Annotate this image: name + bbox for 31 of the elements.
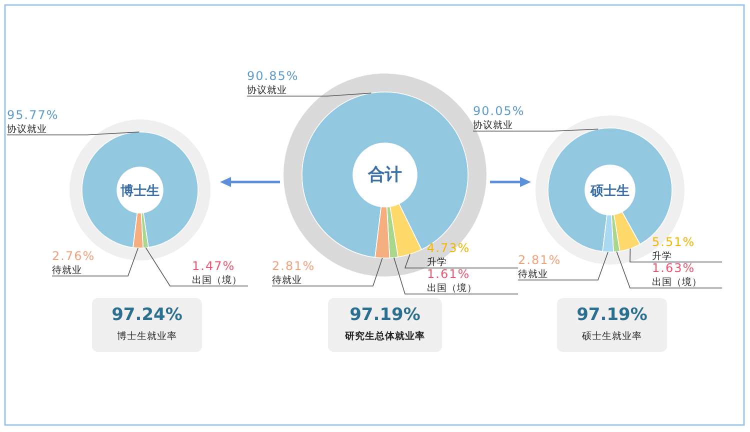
slice-label: 待就业 [518,268,548,280]
data-label: 2.81% [518,253,562,267]
data-label: 90.05% [473,104,525,118]
text: 97.24% [112,305,182,325]
data-label: 2.76% [52,249,96,263]
slice-label: 协议就业 [473,119,513,132]
slice-label: 出国（境） [192,274,242,286]
slice-label: 协议就业 [247,84,287,96]
data-label: 4.73% [427,241,470,255]
slice-label: 出国（境） [427,282,477,294]
text: 97.19% [350,305,420,325]
text: 硕士生 [590,184,630,199]
data-label: 2.81% [272,259,316,273]
data-label: 1.47% [192,259,236,273]
slice-label: 升学 [427,256,447,268]
text: 研究生总体就业率 [344,330,425,342]
data-label: 90.85% [247,69,299,84]
text: 硕士生就业率 [581,330,642,342]
text: 合计 [367,165,402,185]
slice-label: 待就业 [272,274,302,286]
text: 博士生就业率 [117,330,177,342]
slice-label: 出国（境） [652,276,702,288]
slice-label: 待就业 [52,264,82,276]
text: 97.19% [576,305,648,325]
data-label: 5.51% [652,235,696,249]
text: 博士生 [120,183,160,199]
slice-label: 升学 [652,250,672,262]
data-label: 1.63% [652,261,696,275]
data-label: 95.77% [7,108,59,122]
slice-label: 协议就业 [7,122,47,135]
data-label: 1.61% [427,267,470,281]
